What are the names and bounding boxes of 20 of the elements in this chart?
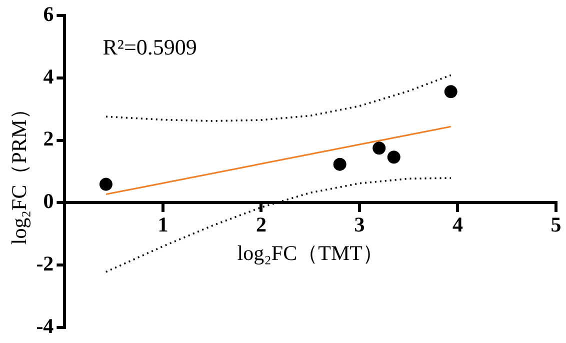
x-tick-label: 3 bbox=[354, 212, 365, 237]
line-series bbox=[105, 74, 452, 122]
point bbox=[444, 85, 458, 98]
x-tick-label: 1 bbox=[158, 212, 168, 237]
x-tick-label: 4 bbox=[452, 212, 464, 237]
x-tick-label: 2 bbox=[256, 212, 266, 237]
y-tick-label: 0 bbox=[43, 189, 54, 214]
y-tick-label: 2 bbox=[43, 126, 54, 151]
x-tick-label: 5 bbox=[550, 212, 562, 237]
point bbox=[333, 158, 346, 171]
y-tick-label: -4 bbox=[36, 314, 54, 338]
point bbox=[387, 150, 400, 164]
y-tick-label: 4 bbox=[43, 64, 54, 88]
y-tick-label: -2 bbox=[36, 251, 54, 276]
point bbox=[372, 142, 386, 155]
annotation: R²=0.5909 bbox=[102, 34, 197, 60]
y-tick-label: 6 bbox=[43, 2, 54, 26]
point bbox=[99, 178, 112, 191]
y-axis-title: log₂FC（PRM） bbox=[7, 98, 32, 245]
x-axis-title: log₂FC（TMT） bbox=[237, 240, 384, 265]
